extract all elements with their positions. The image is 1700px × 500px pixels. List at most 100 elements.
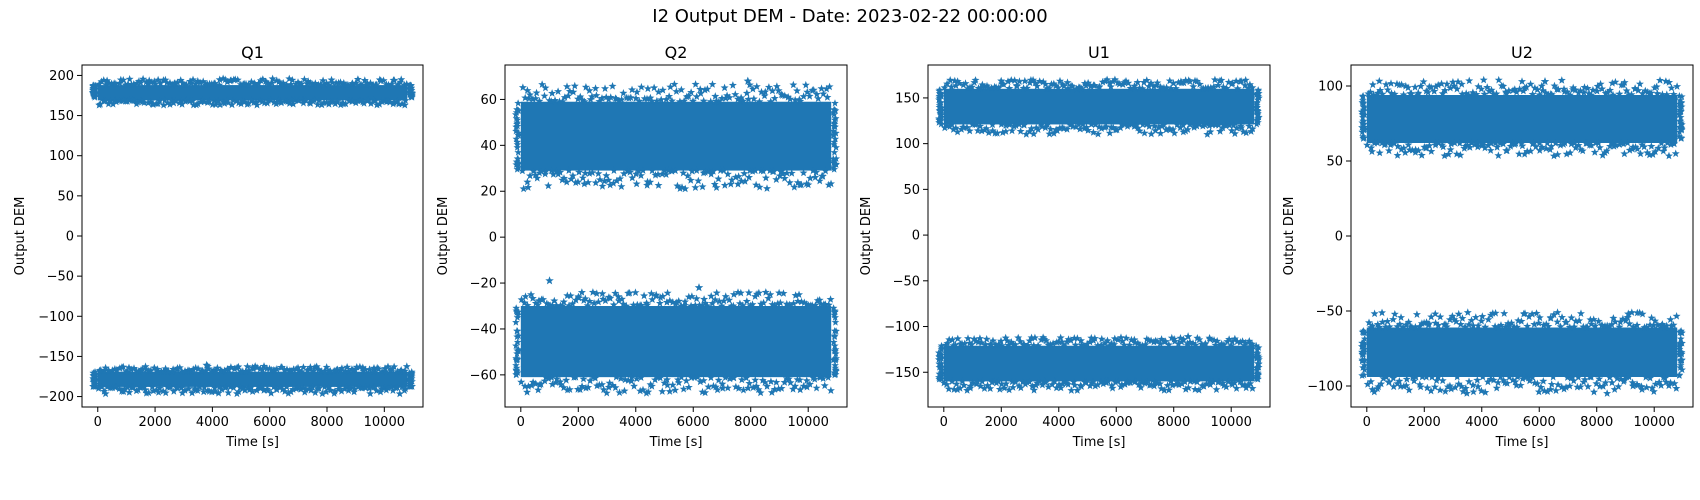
data-point xyxy=(1538,143,1546,151)
data-point xyxy=(1016,127,1025,135)
data-point xyxy=(234,387,243,396)
data-point xyxy=(1633,381,1642,389)
data-point xyxy=(120,384,129,393)
data-point xyxy=(1449,78,1457,86)
data-point xyxy=(1091,120,1100,129)
data-point xyxy=(552,301,561,309)
data-point xyxy=(619,89,628,97)
data-point xyxy=(112,97,121,106)
data-point xyxy=(1473,138,1482,147)
data-point xyxy=(612,373,621,381)
data-point xyxy=(357,80,366,89)
data-point xyxy=(595,175,604,184)
data-point xyxy=(784,93,793,101)
data-point xyxy=(1402,375,1411,383)
data-point xyxy=(407,86,416,94)
data-point xyxy=(237,96,246,104)
data-point xyxy=(831,135,840,143)
data-point xyxy=(1525,312,1533,321)
data-point xyxy=(1623,313,1632,321)
data-point xyxy=(1653,89,1662,97)
data-point xyxy=(519,184,528,193)
data-point xyxy=(171,96,180,105)
data-point xyxy=(1193,377,1201,386)
data-point xyxy=(789,80,798,89)
data-point xyxy=(824,180,833,189)
data-point xyxy=(942,380,951,388)
data-point xyxy=(711,295,720,304)
data-point xyxy=(1203,130,1212,138)
data-point xyxy=(577,288,586,296)
data-point xyxy=(953,77,962,85)
data-point xyxy=(1071,122,1080,131)
data-point xyxy=(1076,124,1084,133)
data-point xyxy=(207,79,216,88)
data-point xyxy=(1103,75,1112,84)
data-point xyxy=(1501,322,1510,331)
data-point xyxy=(1606,142,1614,150)
data-point xyxy=(1046,340,1055,348)
data-point xyxy=(1184,76,1193,84)
data-point xyxy=(951,81,960,89)
data-point xyxy=(990,377,999,385)
data-point xyxy=(1230,334,1239,343)
x-tick-label: 6000 xyxy=(253,415,286,430)
data-point xyxy=(1055,124,1064,132)
data-point xyxy=(1360,110,1369,119)
data-point xyxy=(559,297,568,306)
data-point xyxy=(1611,77,1620,86)
data-point xyxy=(105,367,113,375)
data-point xyxy=(1494,75,1503,84)
data-point xyxy=(1557,76,1566,84)
data-point xyxy=(739,385,748,394)
data-point xyxy=(1382,80,1390,88)
data-point xyxy=(523,177,532,186)
data-point xyxy=(667,167,676,175)
data-point xyxy=(1157,335,1166,343)
data-point xyxy=(701,85,709,94)
data-point xyxy=(580,97,589,106)
data-point xyxy=(1416,382,1425,391)
data-point xyxy=(108,383,117,392)
data-point xyxy=(1458,89,1467,98)
data-point xyxy=(258,365,267,374)
data-point xyxy=(1248,384,1257,392)
data-point xyxy=(738,301,747,309)
data-point xyxy=(815,296,824,304)
data-point xyxy=(662,298,671,306)
data-point xyxy=(372,80,381,89)
data-point xyxy=(538,80,547,88)
data-point xyxy=(660,378,669,387)
data-point xyxy=(1077,382,1086,390)
data-point xyxy=(405,88,414,96)
data-point xyxy=(531,94,540,102)
data-point xyxy=(1149,82,1158,90)
data-point xyxy=(1534,319,1543,327)
data-point xyxy=(795,375,804,384)
data-point xyxy=(679,384,688,393)
data-point xyxy=(291,80,300,88)
data-point xyxy=(1151,126,1160,134)
data-point xyxy=(1677,118,1685,127)
data-point xyxy=(803,87,812,96)
data-point xyxy=(1493,143,1502,151)
data-point xyxy=(1407,323,1416,331)
data-point xyxy=(1136,383,1145,391)
data-point xyxy=(169,387,178,395)
data-point xyxy=(1401,82,1410,90)
data-point xyxy=(1363,140,1372,149)
data-point xyxy=(832,354,840,362)
data-point xyxy=(755,183,764,191)
data-point xyxy=(605,378,614,387)
x-axis-label: Time [s] xyxy=(649,435,703,450)
data-point xyxy=(1248,83,1257,92)
data-point xyxy=(719,296,728,305)
data-point xyxy=(718,94,726,102)
data-point xyxy=(195,382,204,391)
data-point xyxy=(1578,146,1587,155)
data-point xyxy=(161,75,170,84)
data-point xyxy=(521,382,529,390)
data-point xyxy=(366,99,375,107)
x-axis-label: Time [s] xyxy=(1495,435,1549,450)
data-point xyxy=(293,383,302,392)
